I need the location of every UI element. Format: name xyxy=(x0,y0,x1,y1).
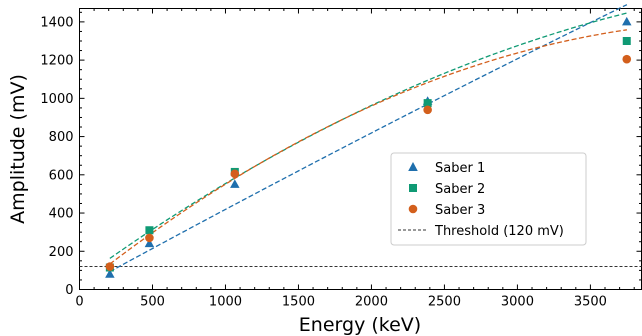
legend-box xyxy=(390,152,587,246)
x-axis-label: Energy (keV) xyxy=(299,314,421,336)
x-tick-label: 500 xyxy=(140,295,165,310)
y-tick-label: 600 xyxy=(49,168,74,183)
legend-item-threshold: Threshold (120 mV) xyxy=(398,224,564,239)
fit-line-series-3 xyxy=(109,29,627,265)
data-point-series-3 xyxy=(105,262,115,271)
data-point-series-1 xyxy=(144,238,155,248)
data-point-series-3 xyxy=(145,233,154,243)
data-point-series-2 xyxy=(145,226,154,235)
fit-line-series-1 xyxy=(109,4,628,273)
x-tick-label: 0 xyxy=(75,295,83,310)
legend-marker-saber-2 xyxy=(409,184,417,192)
y-axis-ticks: 0 200 400 600 800 1000 1200 1400 xyxy=(40,11,642,298)
legend: Saber 1 Saber 2 Saber 3 Threshold (120 m… xyxy=(390,152,587,246)
data-point-series-1 xyxy=(105,269,115,278)
data-markers xyxy=(105,16,632,278)
y-axis-label: Amplitude (mV) xyxy=(7,74,29,224)
y-tick-label: 1200 xyxy=(40,54,73,69)
data-point-series-3 xyxy=(423,105,432,115)
data-point-series-2 xyxy=(622,36,631,45)
x-tick-label: 3000 xyxy=(501,295,534,310)
legend-item-saber-2: Saber 2 xyxy=(409,182,485,197)
legend-marker-saber-3 xyxy=(408,204,418,214)
y-tick-label: 1400 xyxy=(40,15,73,30)
y-tick-label: 0 xyxy=(65,283,73,298)
legend-label-saber-1: Saber 1 xyxy=(435,161,485,176)
data-point-series-2 xyxy=(423,99,432,108)
x-tick-label: 1500 xyxy=(282,295,315,310)
y-tick-label: 800 xyxy=(49,130,74,145)
y-tick-label: 1000 xyxy=(40,92,73,107)
data-point-series-1 xyxy=(230,179,240,188)
y-tick-label: 400 xyxy=(49,207,74,222)
y-tick-label: 200 xyxy=(49,245,74,260)
data-point-series-1 xyxy=(622,16,632,26)
legend-label-threshold: Threshold (120 mV) xyxy=(434,224,564,239)
plot-frame xyxy=(79,8,642,290)
x-tick-label: 3500 xyxy=(574,295,607,310)
data-point-series-3 xyxy=(230,169,240,179)
legend-item-saber-1: Saber 1 xyxy=(408,161,485,176)
x-axis-ticks: 0 500 1000 1500 2000 2500 3000 3500 xyxy=(75,8,635,310)
plot-area xyxy=(79,4,642,290)
x-tick-label: 1000 xyxy=(209,295,242,310)
x-tick-label: 2000 xyxy=(355,295,388,310)
legend-label-saber-3: Saber 3 xyxy=(435,203,485,218)
legend-label-saber-2: Saber 2 xyxy=(435,182,485,197)
x-tick-label: 2500 xyxy=(428,295,461,310)
fit-lines xyxy=(109,4,628,273)
data-point-series-3 xyxy=(622,54,632,64)
legend-item-saber-3: Saber 3 xyxy=(408,203,485,218)
legend-marker-saber-1 xyxy=(408,162,418,171)
